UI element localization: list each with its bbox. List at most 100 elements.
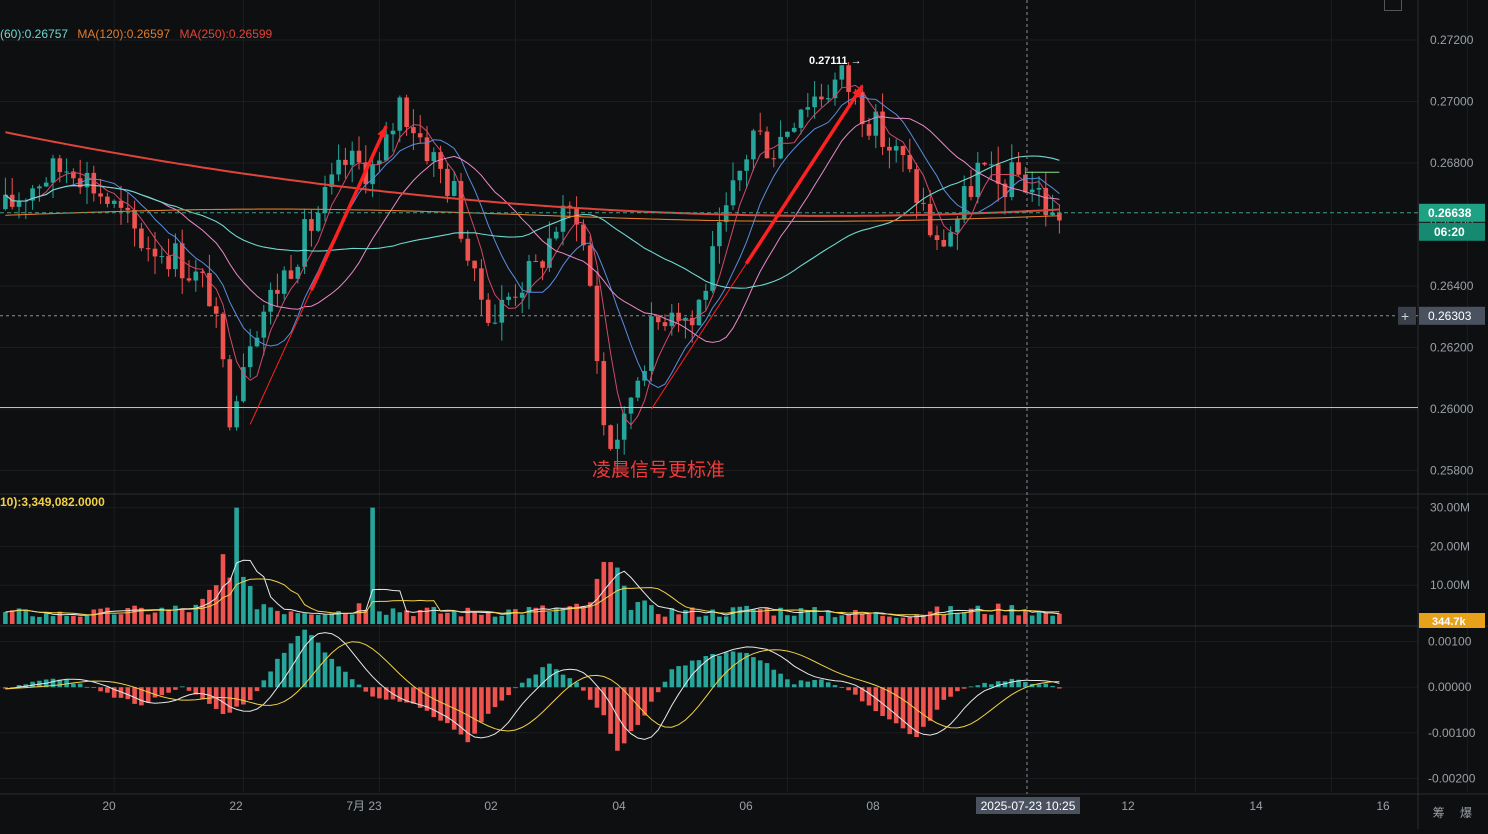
candle-body: [689, 317, 695, 326]
current-volume-label: 344.7k: [1432, 616, 1467, 628]
candle-body: [1023, 174, 1028, 193]
volume-bar: [472, 611, 477, 624]
volume-bar: [553, 607, 559, 624]
macd-histogram-bar: [234, 687, 239, 707]
candle-body: [893, 146, 899, 151]
macd-histogram-bar: [948, 687, 953, 697]
macd-histogram-bar: [927, 687, 933, 721]
macd-histogram-bar: [737, 652, 743, 688]
volume-bar: [846, 614, 851, 624]
candle-body: [540, 261, 545, 268]
candle-body: [424, 137, 430, 162]
corner-tool-icons[interactable]: 筹 爆: [1432, 806, 1478, 820]
volume-ma10-line: [5, 578, 1060, 616]
candle-body: [145, 248, 151, 250]
volume-bar: [737, 606, 743, 624]
macd-histogram-bar: [370, 687, 375, 697]
candle-body: [900, 146, 906, 156]
candle-body: [241, 367, 246, 402]
candle-body: [472, 260, 477, 269]
macd-histogram-bar: [186, 687, 192, 691]
candle-body: [553, 231, 559, 239]
volume-bar: [513, 609, 518, 624]
volume-bar: [594, 578, 600, 624]
current-price-label: 0.26638: [1428, 206, 1472, 220]
volume-ma5-line: [5, 559, 1060, 618]
macd-histogram-bar: [485, 687, 491, 714]
price-pane[interactable]: [3, 61, 1062, 471]
macd-histogram-bar: [513, 687, 518, 689]
macd-histogram-bar: [934, 687, 940, 710]
volume-bar: [859, 613, 865, 624]
volume-bar: [77, 616, 83, 624]
volume-bar: [329, 613, 335, 624]
macd-histogram-bar: [1009, 678, 1015, 688]
volume-pane[interactable]: [3, 507, 1062, 624]
ma250-label: MA(250):0.26599: [179, 27, 273, 41]
crosshair-time-tag: [976, 797, 1080, 814]
volume-bar: [1057, 613, 1062, 624]
volume-bar: [683, 610, 688, 624]
volume-bar: [689, 607, 695, 624]
macd-histogram-bar: [227, 687, 233, 713]
candle-body: [30, 188, 35, 201]
candle-body: [220, 313, 226, 360]
candle-body: [261, 311, 267, 338]
volume-bar: [411, 616, 416, 624]
candle-body: [506, 296, 511, 300]
current-price-tag: [1419, 203, 1485, 222]
time-tick-label: 16: [1376, 799, 1390, 813]
candle-body: [111, 200, 117, 204]
macd-histogram-bar: [744, 652, 749, 688]
volume-bar: [424, 607, 430, 624]
volume-bar: [43, 612, 49, 624]
volume-bar: [649, 605, 654, 624]
macd-histogram-bar: [349, 679, 355, 688]
volume-bar: [438, 613, 443, 624]
macd-histogram-bar: [526, 678, 532, 688]
macd-pane[interactable]: [3, 629, 1062, 751]
candle-body: [383, 134, 389, 161]
macd-histogram-bar: [356, 684, 362, 688]
expand-icon[interactable]: [1384, 0, 1402, 11]
candle-body: [1016, 162, 1021, 175]
candle-body: [431, 152, 437, 162]
macd-histogram-bar: [642, 687, 647, 716]
volume-bar: [1050, 615, 1055, 624]
volume-bar: [132, 605, 137, 624]
macd-histogram-bar: [247, 687, 253, 700]
volume-bar: [220, 554, 226, 624]
candle-body: [499, 299, 505, 323]
candle-body: [696, 299, 702, 326]
countdown-label: 06:20: [1434, 225, 1465, 239]
macd-histogram-bar: [159, 687, 165, 696]
candle-body: [71, 171, 76, 179]
macd-histogram-bar: [866, 687, 872, 706]
volume-bar: [268, 607, 273, 624]
macd-histogram-bar: [941, 687, 947, 700]
macd-histogram-bar: [200, 687, 205, 700]
macd-histogram-bar: [900, 687, 906, 729]
ma120-label: MA(120):0.26597: [77, 27, 171, 41]
candle-body: [295, 266, 301, 279]
macd-histogram-bar: [655, 687, 661, 693]
candle-body: [744, 159, 749, 171]
volume-bar: [322, 614, 328, 624]
macd-histogram-bar: [30, 681, 35, 688]
candle-body: [64, 171, 69, 173]
volume-bar: [730, 607, 736, 624]
candle-body: [234, 401, 239, 428]
macd-histogram-bar: [499, 687, 505, 701]
volume-bar: [485, 611, 491, 624]
volume-bar: [948, 606, 953, 624]
candle-body: [669, 312, 675, 327]
time-tick-label: 7月 23: [346, 799, 382, 813]
macd-histogram-bar: [846, 687, 851, 691]
candle-body: [159, 256, 165, 258]
candle-body: [785, 131, 790, 137]
macd-histogram-bar: [458, 687, 464, 735]
time-tick-label: 04: [612, 799, 626, 813]
macd-histogram-bar: [975, 685, 981, 688]
